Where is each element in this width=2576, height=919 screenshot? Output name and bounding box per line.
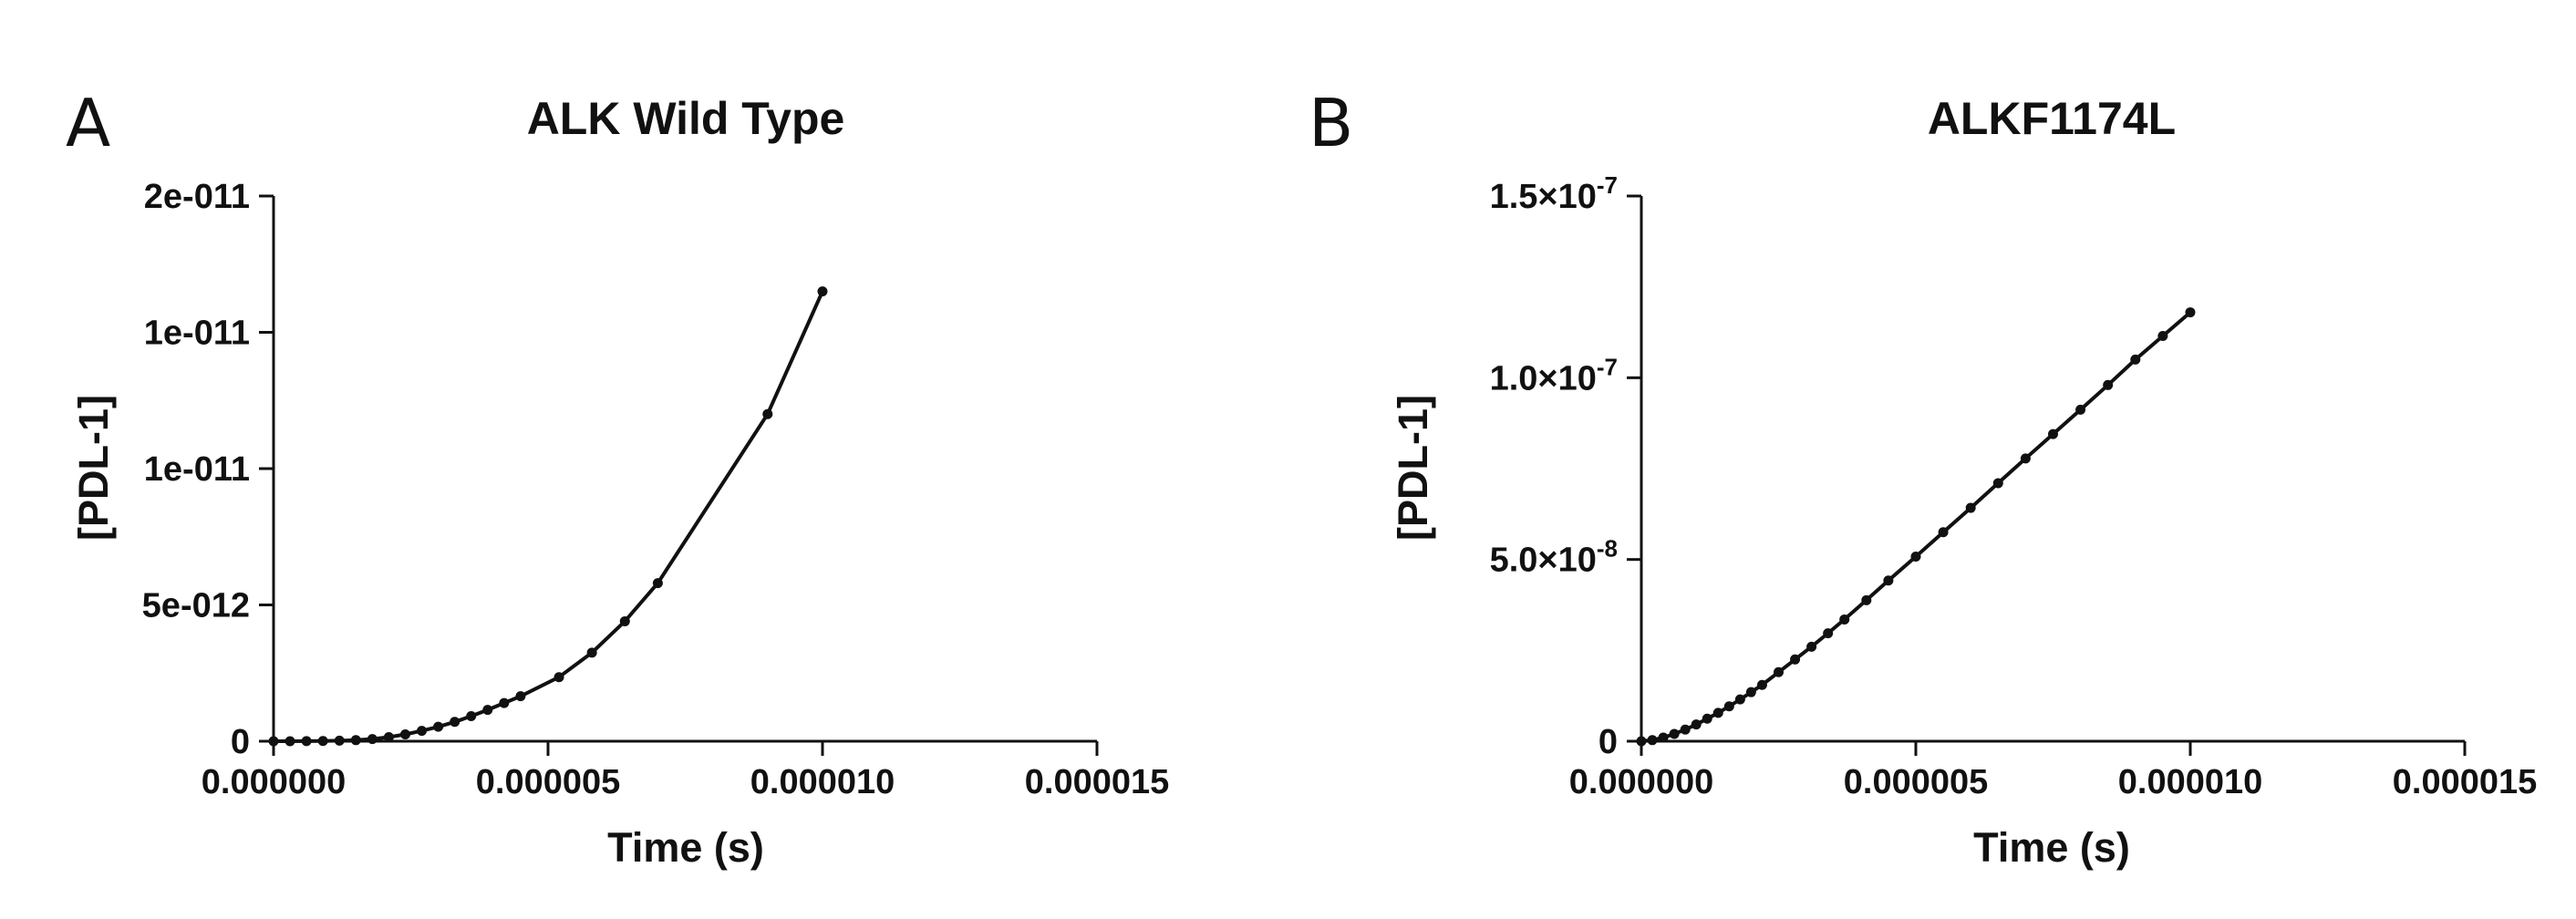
data-point-b bbox=[1883, 575, 1894, 586]
panel-a: A ALK Wild Type Time (s) [PDL-1] 0 5e-012… bbox=[66, 85, 1169, 871]
data-point-a bbox=[817, 286, 828, 297]
data-point-a bbox=[482, 705, 493, 716]
data-point-a bbox=[284, 736, 295, 747]
data-point-a bbox=[515, 691, 526, 702]
x-tick-label-b: 0.000000 bbox=[1569, 763, 1714, 801]
y-tick-label-b: 0 bbox=[1598, 723, 1618, 761]
x-tick-label-a: 0.000015 bbox=[1025, 763, 1170, 801]
series-line-a bbox=[274, 290, 824, 743]
data-point-b bbox=[1723, 701, 1734, 712]
y-axis-label-b: [PDL-1] bbox=[1390, 395, 1436, 541]
data-point-a bbox=[619, 615, 630, 626]
data-point-b bbox=[1910, 551, 1921, 562]
y-axis-label-a: [PDL-1] bbox=[70, 395, 117, 541]
data-point-b bbox=[1734, 694, 1745, 705]
data-point-a bbox=[466, 710, 477, 721]
y-tick-label-a: 5e-012 bbox=[142, 587, 250, 625]
data-point-a bbox=[350, 735, 361, 746]
y-tick-label-a: 2e-011 bbox=[144, 178, 250, 216]
data-point-a bbox=[553, 672, 564, 683]
x-tick-label-a: 0.000000 bbox=[202, 763, 347, 801]
data-point-b bbox=[1839, 614, 1850, 625]
data-point-b bbox=[1680, 724, 1691, 735]
chart-title-a: ALK Wild Type bbox=[527, 93, 845, 144]
data-point-a bbox=[499, 697, 510, 708]
data-point-b bbox=[1636, 736, 1647, 747]
y-tick-label-b: 1.0×10-7 bbox=[1490, 353, 1618, 398]
data-point-b bbox=[1691, 719, 1702, 730]
data-point-a bbox=[399, 729, 410, 740]
data-point-b bbox=[1647, 735, 1658, 746]
data-point-a bbox=[450, 717, 460, 728]
data-point-b bbox=[1992, 478, 2003, 489]
data-point-b bbox=[2103, 379, 2114, 390]
data-point-a bbox=[762, 408, 773, 419]
data-point-b bbox=[2075, 404, 2086, 415]
data-point-b bbox=[1669, 728, 1680, 739]
panel-b: B ALKF1174L Time (s) [PDL-1] 0 5.0×10-8 1.… bbox=[1309, 85, 2537, 871]
data-point-b bbox=[1965, 502, 1976, 513]
data-point-b bbox=[2048, 429, 2058, 439]
x-tick-label-a: 0.000010 bbox=[750, 763, 895, 801]
x-axis-label-b: Time (s) bbox=[1973, 824, 2130, 871]
data-point-a bbox=[334, 735, 345, 746]
data-point-b bbox=[1702, 713, 1712, 724]
y-tick-label-a: 0 bbox=[231, 723, 250, 761]
data-point-b bbox=[1823, 628, 1834, 639]
data-point-b bbox=[1745, 687, 1756, 697]
data-point-a bbox=[586, 647, 597, 658]
y-tick-label-a: 1e-011 bbox=[144, 450, 250, 489]
data-point-b bbox=[1790, 654, 1801, 665]
x-tick-label-b: 0.000005 bbox=[1844, 763, 1989, 801]
data-point-b bbox=[1774, 666, 1784, 677]
panel-letter-a: A bbox=[66, 85, 110, 161]
data-point-a bbox=[367, 734, 378, 745]
chart-title-b: ALKF1174L bbox=[1928, 93, 2176, 144]
y-tick-label-b: 1.5×10-7 bbox=[1490, 171, 1618, 216]
data-point-a bbox=[268, 736, 279, 747]
data-point-b bbox=[2185, 307, 2196, 318]
data-point-a bbox=[317, 736, 328, 747]
data-point-b bbox=[1861, 594, 1872, 605]
series-line-b bbox=[1640, 311, 2192, 743]
data-point-a bbox=[652, 578, 663, 589]
data-point-a bbox=[417, 726, 428, 737]
panel-letter-b: B bbox=[1309, 85, 1353, 161]
data-point-a bbox=[301, 736, 312, 747]
plot-area-b: 0 5.0×10-8 1.0×10-7 1.5×10-7 0.000000 0.00000… bbox=[1490, 171, 2538, 801]
x-tick-label-b: 0.000010 bbox=[2118, 763, 2263, 801]
data-point-b bbox=[1938, 527, 1949, 538]
y-tick-label-b: 5.0×10-8 bbox=[1490, 535, 1618, 580]
data-point-a bbox=[383, 732, 394, 743]
data-point-b bbox=[2130, 354, 2141, 365]
data-point-b bbox=[1756, 679, 1767, 690]
plot-area-a: 0 5e-012 1e-011 1e-011 2e-011 0.000000 0.00000… bbox=[142, 178, 1170, 801]
x-axis-label-a: Time (s) bbox=[607, 824, 764, 871]
x-tick-label-a: 0.000005 bbox=[476, 763, 621, 801]
data-point-b bbox=[1658, 732, 1669, 743]
data-point-b bbox=[2020, 453, 2031, 464]
y-tick-label-a: 1e-011 bbox=[144, 315, 250, 353]
data-point-b bbox=[1712, 707, 1723, 718]
data-point-b bbox=[2157, 330, 2168, 341]
data-point-b bbox=[1806, 641, 1817, 652]
data-point-a bbox=[433, 721, 444, 732]
x-tick-label-b: 0.000015 bbox=[2393, 763, 2538, 801]
